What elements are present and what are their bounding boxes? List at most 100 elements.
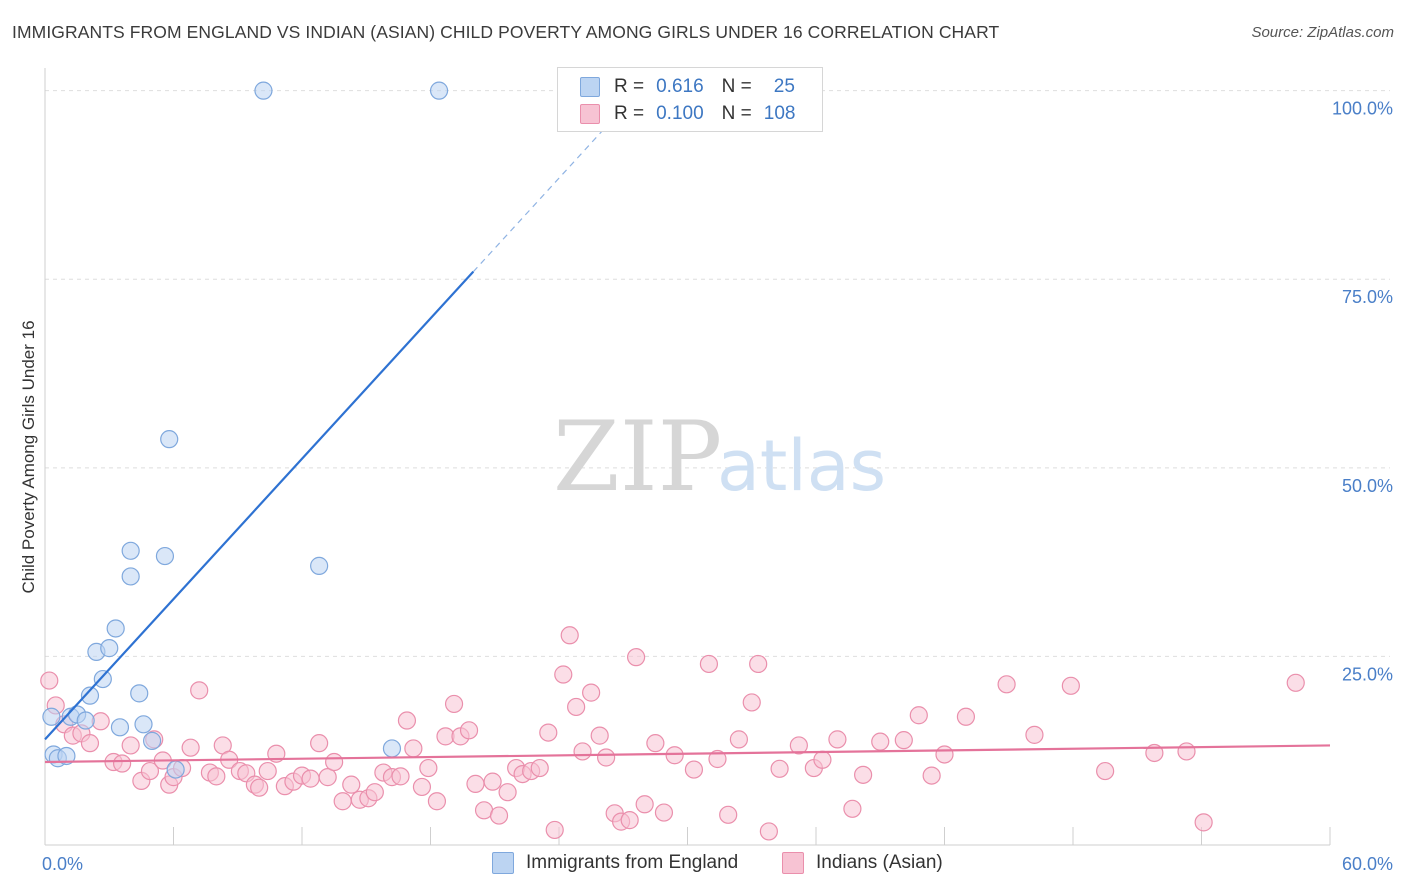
data-point [93,669,112,689]
source-credit: Source: ZipAtlas.com [1251,24,1394,41]
trend-line-indians [44,744,1331,764]
data-point [1177,742,1196,761]
data-point [573,742,592,761]
y-tick-label: 25.0% [1342,664,1393,684]
data-point [142,731,162,750]
r-label: R = [614,103,645,124]
data-point [391,767,410,786]
data-point [130,684,149,703]
data-point [310,734,329,753]
data-point [100,639,119,658]
data-point [112,754,132,773]
legend-row-indians: R = 0.100 N = 108 [580,101,795,127]
data-point [404,739,423,758]
data-point [155,546,175,566]
data-point [121,567,140,586]
x-tick-labels: 0.0% 60.0% [42,854,1393,874]
data-point [854,765,873,784]
data-point [871,732,890,751]
blue-swatch [492,852,514,874]
data-point [258,761,277,781]
data-point [207,767,226,786]
data-point [160,430,179,449]
data-point [1025,725,1044,744]
watermark-zip: ZIP [553,401,722,513]
data-point [684,760,704,779]
series-legend: Immigrants from England Indians (Asian) [0,852,1406,878]
data-point [318,768,337,787]
data-point [419,758,438,778]
data-point [140,761,160,781]
data-point [539,723,558,742]
data-point [749,654,768,674]
data-point [190,681,209,700]
data-point [310,556,329,575]
trend-line-england-extension [472,130,603,273]
data-point [843,799,862,818]
data-point [429,81,449,100]
y-tick-labels: 100.0% 75.0% 50.0% 25.0% [1332,99,1393,685]
data-point [729,730,749,749]
data-point [935,745,954,764]
data-point [466,774,485,793]
data-point [181,738,200,757]
x-tick-label-max: 60.0% [1342,854,1393,874]
blue-series-points [42,81,449,779]
data-point [80,686,100,705]
data-point [301,769,320,788]
data-point [333,792,352,811]
data-point [106,619,125,638]
data-point [597,748,616,767]
n-label: N = [721,76,752,97]
legend-row-england: R = 0.616 N = 25 [580,74,795,100]
data-point [554,665,573,684]
data-point [708,749,727,769]
data-point [635,795,654,814]
data-point [997,675,1016,694]
legend-label-indians: Indians (Asian) [816,852,943,873]
data-point [254,81,273,100]
data-point [665,746,684,765]
pink-swatch [782,852,804,874]
watermark-atlas: atlas [717,425,886,507]
pink-swatch [580,104,600,124]
y-tick-label: 50.0% [1342,476,1393,496]
data-point [582,683,601,702]
data-point [1194,813,1213,832]
data-point [412,777,432,797]
data-point [742,693,761,712]
data-point [121,736,140,755]
data-point [699,654,719,674]
data-point [42,707,61,726]
data-point [922,766,941,785]
pink-series-points [40,626,1305,841]
data-point [654,803,674,822]
data-point [397,711,417,730]
legend-item-england[interactable]: Immigrants from England [492,852,738,874]
stats-legend: R = 0.616 N = 25 R = 0.100 N = 108 [557,67,823,132]
data-point [110,718,130,737]
data-point [560,626,579,645]
r-value: 0.100 [656,103,704,124]
data-point [459,721,479,740]
data-point [382,739,402,758]
data-point [498,783,517,802]
data-point [545,820,564,840]
r-value: 0.616 [656,76,704,97]
data-point [626,648,646,667]
data-point [590,726,609,745]
data-point [894,731,913,750]
trend-line-england [44,270,475,741]
data-point [909,706,928,725]
data-point [57,746,76,766]
data-point [365,783,384,802]
data-point [76,711,95,730]
chart-title: IMMIGRANTS FROM ENGLAND VS INDIAN (ASIAN… [12,22,1000,42]
y-tick-label: 75.0% [1342,287,1393,307]
data-point [121,541,140,560]
r-label: R = [614,76,645,97]
legend-item-indians[interactable]: Indians (Asian) [782,852,943,874]
data-point [620,811,639,830]
legend-label-england: Immigrants from England [526,852,739,873]
